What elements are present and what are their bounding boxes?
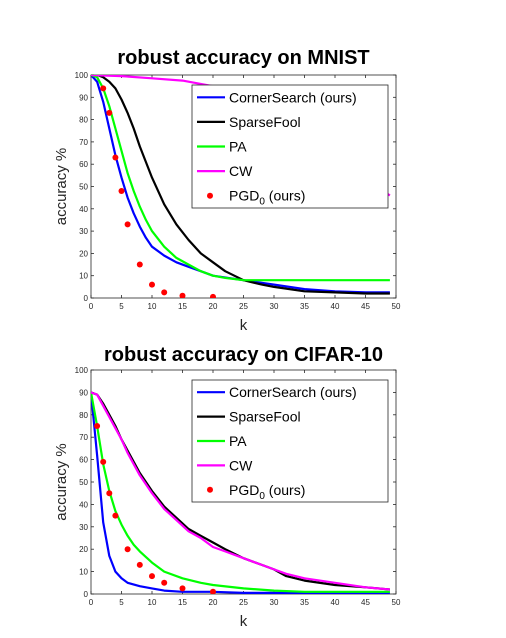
chart-title: robust accuracy on CIFAR-10	[104, 344, 383, 366]
point-pgd-0-ours	[106, 109, 113, 116]
legend-label: CW	[229, 163, 253, 179]
x-tick-label: 5	[119, 302, 124, 311]
x-tick-label: 15	[178, 598, 187, 607]
y-tick-label: 30	[79, 523, 88, 532]
point-pgd-0-ours	[149, 573, 155, 580]
y-tick-label: 90	[79, 93, 88, 102]
point-pgd-0-ours	[106, 490, 113, 497]
x-tick-label: 30	[270, 302, 279, 311]
x-tick-label: 45	[361, 302, 370, 311]
legend-label: PGD0 (ours)	[229, 188, 305, 208]
x-tick-label: 0	[89, 598, 94, 607]
legend-label: SparseFool	[229, 409, 301, 425]
x-axis-label: k	[240, 317, 248, 334]
chart-2: robust accuracy on CIFAR-10 0 5 10 15 20 25 30 3…	[53, 344, 401, 630]
y-tick-label: 0	[84, 294, 89, 303]
y-tick-label: 60	[79, 456, 88, 465]
x-tick-label: 40	[331, 598, 340, 607]
x-tick-label: 5	[119, 598, 124, 607]
series-group	[91, 391, 390, 594]
x-tick-label: 40	[331, 302, 340, 311]
y-tick-label: 60	[79, 160, 88, 169]
y-tick-label: 0	[84, 590, 89, 599]
x-tick-label: 20	[209, 598, 218, 607]
legend: CornerSearch (ours) SparseFool PA CW PGD0 (o…	[191, 84, 389, 209]
series-line-cw	[91, 391, 390, 591]
series-line-pa	[91, 75, 390, 282]
legend: CornerSearch (ours) SparseFool PA CW PGD0 (o…	[191, 379, 389, 503]
y-tick-label: 20	[79, 545, 88, 554]
x-tick-label: 35	[300, 302, 309, 311]
point-pgd-0-ours	[100, 85, 107, 92]
point-pgd-0-ours	[136, 561, 143, 568]
point-pgd-0-ours	[210, 588, 216, 594]
legend-label: CornerSearch (ours)	[229, 89, 357, 105]
x-tick-label: 25	[239, 598, 248, 607]
y-tick-label: 90	[79, 388, 88, 397]
y-tick-label: 10	[79, 568, 88, 577]
x-tick-label: 50	[392, 302, 401, 311]
x-tick-label: 30	[270, 598, 279, 607]
point-pgd-0-ours	[124, 221, 131, 228]
legend-marker-pgd-0-ours	[207, 486, 213, 493]
x-axis-label: k	[240, 613, 248, 630]
point-pgd-0-ours	[149, 281, 155, 288]
point-pgd-0-ours	[124, 546, 131, 553]
point-pgd-0-ours	[179, 585, 186, 592]
point-pgd-0-ours	[161, 289, 168, 296]
y-tick-label: 40	[79, 205, 88, 214]
y-tick-label: 80	[79, 116, 88, 125]
x-tick-label: 10	[148, 598, 157, 607]
y-tick-label: 100	[75, 366, 89, 375]
legend-label: CW	[229, 457, 253, 473]
point-pgd-0-ours	[136, 261, 143, 268]
legend-marker-pgd-0-ours	[207, 192, 213, 199]
y-tick-label: 70	[79, 138, 88, 147]
legend-label: PA	[229, 139, 247, 155]
y-tick-label: 70	[79, 433, 88, 442]
x-tick-label: 0	[89, 302, 94, 311]
point-pgd-0-ours	[94, 423, 101, 429]
x-tick-label: 10	[148, 302, 157, 311]
y-tick-label: 20	[79, 249, 88, 258]
chart-1: robust accuracy on MNIST 0 5 10 15 20 25 30 35 40…	[53, 47, 401, 334]
y-axis-label: accuracy %	[53, 148, 70, 226]
chart-title: robust accuracy on MNIST	[117, 47, 369, 69]
point-pgd-0-ours	[179, 292, 186, 298]
y-tick-label: 40	[79, 500, 88, 509]
point-pgd-0-ours	[100, 458, 107, 465]
legend-label: PA	[229, 433, 247, 449]
point-pgd-0-ours	[210, 293, 216, 298]
series-line-cornersearch-ours	[91, 75, 390, 294]
y-tick-label: 30	[79, 227, 88, 236]
series-line-cornersearch-ours	[91, 392, 390, 594]
y-axis-label: accuracy %	[53, 443, 70, 521]
y-tick-label: 50	[79, 183, 88, 192]
x-tick-label: 20	[209, 302, 218, 311]
x-tick-label: 35	[300, 598, 309, 607]
y-tick-label: 100	[75, 71, 89, 80]
y-tick-label: 50	[79, 478, 88, 487]
point-pgd-0-ours	[112, 154, 119, 161]
x-tick-label: 25	[239, 302, 248, 311]
x-tick-label: 15	[178, 302, 187, 311]
y-tick-label: 10	[79, 272, 88, 281]
y-tick-label: 80	[79, 411, 88, 420]
x-tick-label: 50	[392, 598, 401, 607]
point-pgd-0-ours	[112, 512, 119, 519]
x-tick-label: 45	[361, 598, 370, 607]
legend-label: PGD0 (ours)	[229, 482, 305, 502]
point-pgd-0-ours	[118, 187, 125, 194]
series-line-sparsefool	[91, 75, 390, 295]
legend-label: CornerSearch (ours)	[229, 384, 357, 400]
legend-label: SparseFool	[229, 114, 301, 130]
point-pgd-0-ours	[161, 579, 168, 586]
